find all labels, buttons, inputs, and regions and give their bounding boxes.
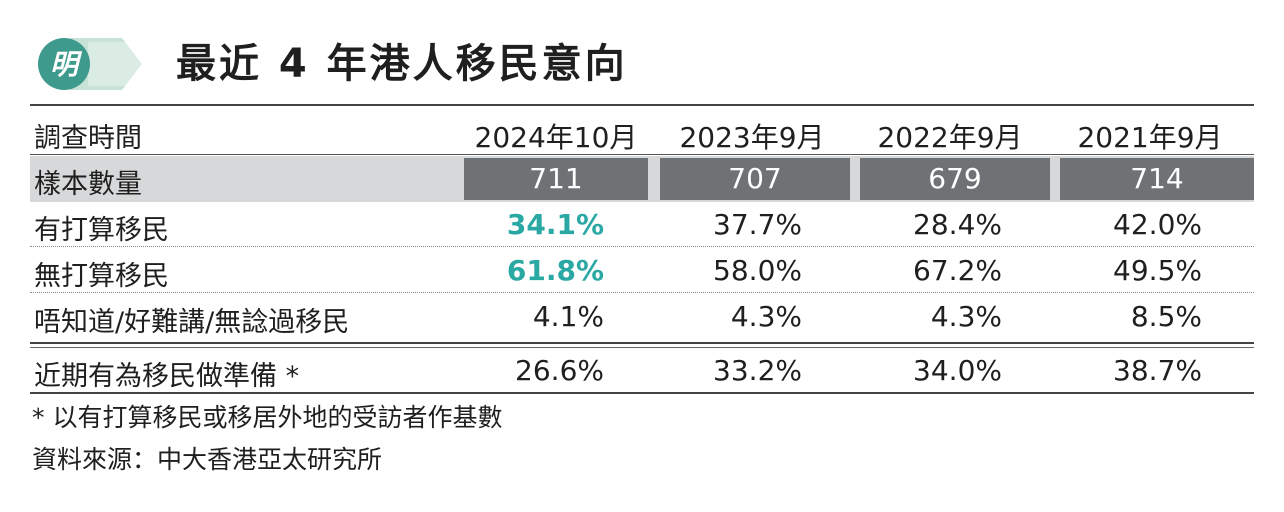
table-cell: 67.2% — [913, 254, 1002, 287]
table-cell: 42.0% — [1113, 208, 1202, 241]
table-cell-highlight: 61.8% — [506, 254, 604, 287]
column-header: 2021年9月 — [1077, 121, 1223, 154]
table-row: 近期有為移民做準備 * 26.6% 33.2% 34.0% 38.7% — [30, 350, 1254, 392]
table-row: 無打算移民 61.8% 58.0% 67.2% 49.5% — [30, 250, 1254, 294]
table-cell: 714 — [1060, 158, 1254, 200]
table-cell: 679 — [860, 158, 1050, 200]
row-label: 近期有為移民做準備 * — [34, 361, 300, 392]
table-row: 有打算移民 34.1% 37.7% 28.4% 42.0% — [30, 204, 1254, 248]
row-label: 唔知道/好難講/無諗過移民 — [34, 307, 350, 338]
header-row: 調查時間 2024年10月 2023年9月 2022年9月 2021年9月 — [30, 110, 1254, 154]
table-cell: 711 — [464, 158, 648, 200]
table-row: 唔知道/好難講/無諗過移民 4.1% 4.3% 4.3% 8.5% — [30, 296, 1254, 340]
row-divider — [30, 246, 1254, 247]
table-row: 樣本數量 711 707 679 714 — [30, 156, 1254, 202]
table-cell: 34.0% — [913, 354, 1002, 387]
table-cell: 49.5% — [1113, 254, 1202, 287]
mingpao-logo-icon: 明 — [38, 38, 144, 90]
column-header: 2023年9月 — [679, 121, 825, 154]
header-rule — [30, 154, 1254, 155]
table-cell: 26.6% — [515, 354, 604, 387]
bottom-rule — [30, 392, 1254, 394]
table-cell-highlight: 34.1% — [506, 208, 604, 241]
table-cell: 8.5% — [1130, 300, 1202, 333]
table-cell: 4.1% — [532, 300, 604, 333]
footnote: * 以有打算移民或移居外地的受訪者作基數 — [32, 403, 503, 432]
header-label: 調查時間 — [34, 123, 142, 154]
column-header: 2022年9月 — [877, 121, 1023, 154]
chart-title: 最近 4 年港人移民意向 — [176, 41, 628, 87]
row-divider — [30, 292, 1254, 293]
section-rule-inner — [30, 347, 1254, 348]
table-cell: 4.3% — [930, 300, 1002, 333]
table-cell: 33.2% — [713, 354, 802, 387]
row-label: 有打算移民 — [34, 215, 169, 246]
logo-text: 明 — [50, 48, 83, 81]
column-header: 2024年10月 — [474, 121, 638, 154]
row-label: 樣本數量 — [34, 169, 142, 200]
section-rule — [30, 342, 1254, 344]
table-cell: 28.4% — [913, 208, 1002, 241]
row-label: 無打算移民 — [34, 261, 169, 292]
title-area: 明 最近 4 年港人移民意向 — [30, 30, 1260, 100]
source-note: 資料來源：中大香港亞太研究所 — [32, 445, 383, 474]
table-cell: 4.3% — [730, 300, 802, 333]
top-rule — [30, 104, 1254, 106]
table-cell: 38.7% — [1113, 354, 1202, 387]
table-cell: 37.7% — [713, 208, 802, 241]
table-cell: 58.0% — [713, 254, 802, 287]
table-cell: 707 — [660, 158, 850, 200]
